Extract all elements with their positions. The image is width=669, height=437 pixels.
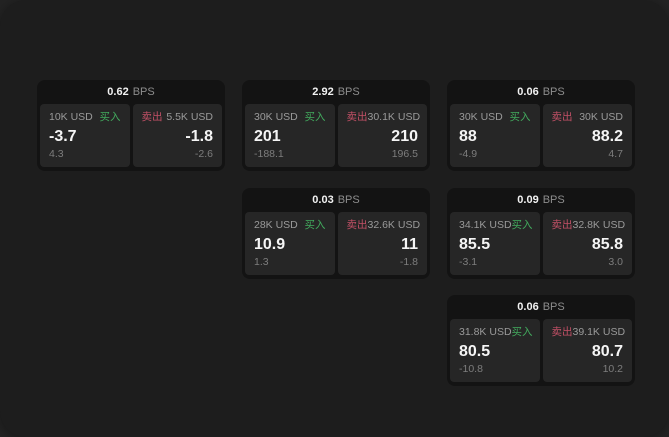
sell-main-value: -1.8: [185, 128, 213, 145]
sell-amount: 32.6K USD: [367, 219, 421, 231]
sell-panel[interactable]: 卖出 30K USD 88.2 4.7: [542, 104, 632, 167]
buy-sub-value: -188.1: [254, 148, 284, 160]
buy-sub-value: -4.9: [459, 148, 478, 160]
bps-value: 0.03: [312, 194, 334, 206]
bps-value: 0.09: [517, 194, 539, 206]
quote-card-4: 0.03 BPS 28K USD 买入 10.9 1.3 卖出 32.6K US…: [242, 188, 430, 279]
sell-amount: 30K USD: [579, 111, 623, 123]
sell-panel[interactable]: 卖出 32.8K USD 85.8 3.0: [542, 212, 632, 275]
sell-sub-value: 196.5: [391, 148, 418, 160]
card-header: 2.92 BPS: [242, 80, 430, 104]
card-header: 0.62 BPS: [37, 80, 225, 104]
buy-panel[interactable]: 31.8K USD 买入 80.5 -10.8: [450, 319, 540, 382]
buy-amount: 30K USD: [254, 111, 298, 123]
sell-sub-value: -1.8: [399, 256, 418, 268]
quote-panels: 10K USD 买入 -3.7 4.3 卖出 5.5K USD -1.8 -2.…: [37, 104, 225, 171]
sell-amount: 5.5K USD: [166, 111, 213, 123]
quote-panels: 30K USD 买入 201 -188.1 卖出 30.1K USD 210 1…: [242, 104, 430, 171]
buy-amount: 31.8K USD: [459, 326, 512, 338]
quote-card-1: 0.62 BPS 10K USD 买入 -3.7 4.3 卖出 5.5K USD…: [37, 80, 225, 171]
buy-side-label: 买入: [304, 111, 326, 123]
quote-card-6: 0.06 BPS 31.8K USD 买入 80.5 -10.8 卖出 39.1…: [447, 295, 635, 386]
buy-side-label: 买入: [511, 219, 533, 231]
quote-card-3: 0.06 BPS 30K USD 买入 88 -4.9 卖出 30K USD 8…: [447, 80, 635, 171]
buy-main-value: 10.9: [254, 236, 286, 253]
buy-main-value: 85.5: [459, 236, 491, 253]
sell-main-value: 88.2: [591, 128, 623, 145]
sell-side-label: 卖出: [551, 219, 573, 231]
sell-panel[interactable]: 卖出 39.1K USD 80.7 10.2: [542, 319, 632, 382]
quote-panels: 34.1K USD 买入 85.5 -3.1 卖出 32.8K USD 85.8…: [447, 212, 635, 279]
card-header: 0.03 BPS: [242, 188, 430, 212]
card-header: 0.06 BPS: [447, 295, 635, 319]
sell-sub-value: 3.0: [608, 256, 623, 268]
buy-panel[interactable]: 30K USD 买入 201 -188.1: [245, 104, 335, 167]
sell-amount: 39.1K USD: [572, 326, 626, 338]
buy-sub-value: -10.8: [459, 363, 483, 375]
buy-side-label: 买入: [511, 326, 533, 338]
quote-panels: 31.8K USD 买入 80.5 -10.8 卖出 39.1K USD 80.…: [447, 319, 635, 386]
sell-panel[interactable]: 卖出 5.5K USD -1.8 -2.6: [132, 104, 222, 167]
sell-main-value: 80.7: [591, 343, 623, 360]
sell-main-value: 210: [391, 128, 418, 145]
buy-amount: 28K USD: [254, 219, 298, 231]
sell-side-label: 卖出: [551, 326, 573, 338]
sell-sub-value: -2.6: [194, 148, 213, 160]
quote-card-2: 2.92 BPS 30K USD 买入 201 -188.1 卖出 30.1K …: [242, 80, 430, 171]
quote-panels: 30K USD 买入 88 -4.9 卖出 30K USD 88.2 4.7: [447, 104, 635, 171]
buy-main-value: -3.7: [49, 128, 77, 145]
bps-unit-label: BPS: [337, 194, 360, 206]
bps-unit-label: BPS: [542, 86, 565, 98]
quote-card-5: 0.09 BPS 34.1K USD 买入 85.5 -3.1 卖出 32.8K…: [447, 188, 635, 279]
sell-side-label: 卖出: [551, 111, 573, 123]
sell-sub-value: 4.7: [608, 148, 623, 160]
sell-panel[interactable]: 卖出 30.1K USD 210 196.5: [337, 104, 427, 167]
sell-amount: 30.1K USD: [367, 111, 421, 123]
buy-panel[interactable]: 10K USD 买入 -3.7 4.3: [40, 104, 130, 167]
buy-side-label: 买入: [304, 219, 326, 231]
buy-panel[interactable]: 28K USD 买入 10.9 1.3: [245, 212, 335, 275]
bps-value: 2.92: [312, 86, 334, 98]
buy-main-value: 80.5: [459, 343, 491, 360]
buy-amount: 10K USD: [49, 111, 93, 123]
sell-amount: 32.8K USD: [572, 219, 626, 231]
sell-sub-value: 10.2: [602, 363, 623, 375]
quote-panels: 28K USD 买入 10.9 1.3 卖出 32.6K USD 11 -1.8: [242, 212, 430, 279]
card-header: 0.09 BPS: [447, 188, 635, 212]
sell-main-value: 11: [401, 236, 418, 253]
buy-sub-value: 4.3: [49, 148, 64, 160]
buy-amount: 34.1K USD: [459, 219, 512, 231]
bps-value: 0.62: [107, 86, 129, 98]
buy-side-label: 买入: [99, 111, 121, 123]
buy-sub-value: 1.3: [254, 256, 269, 268]
buy-main-value: 201: [254, 128, 281, 145]
bps-unit-label: BPS: [132, 86, 155, 98]
buy-sub-value: -3.1: [459, 256, 478, 268]
bps-unit-label: BPS: [542, 194, 565, 206]
bps-value: 0.06: [517, 86, 539, 98]
bps-value: 0.06: [517, 301, 539, 313]
sell-side-label: 卖出: [346, 219, 368, 231]
buy-panel[interactable]: 34.1K USD 买入 85.5 -3.1: [450, 212, 540, 275]
sell-main-value: 85.8: [591, 236, 623, 253]
sell-side-label: 卖出: [141, 111, 163, 123]
card-header: 0.06 BPS: [447, 80, 635, 104]
buy-amount: 30K USD: [459, 111, 503, 123]
buy-side-label: 买入: [509, 111, 531, 123]
sell-side-label: 卖出: [346, 111, 368, 123]
buy-panel[interactable]: 30K USD 买入 88 -4.9: [450, 104, 540, 167]
bps-unit-label: BPS: [337, 86, 360, 98]
bps-unit-label: BPS: [542, 301, 565, 313]
buy-main-value: 88: [459, 128, 477, 145]
sell-panel[interactable]: 卖出 32.6K USD 11 -1.8: [337, 212, 427, 275]
